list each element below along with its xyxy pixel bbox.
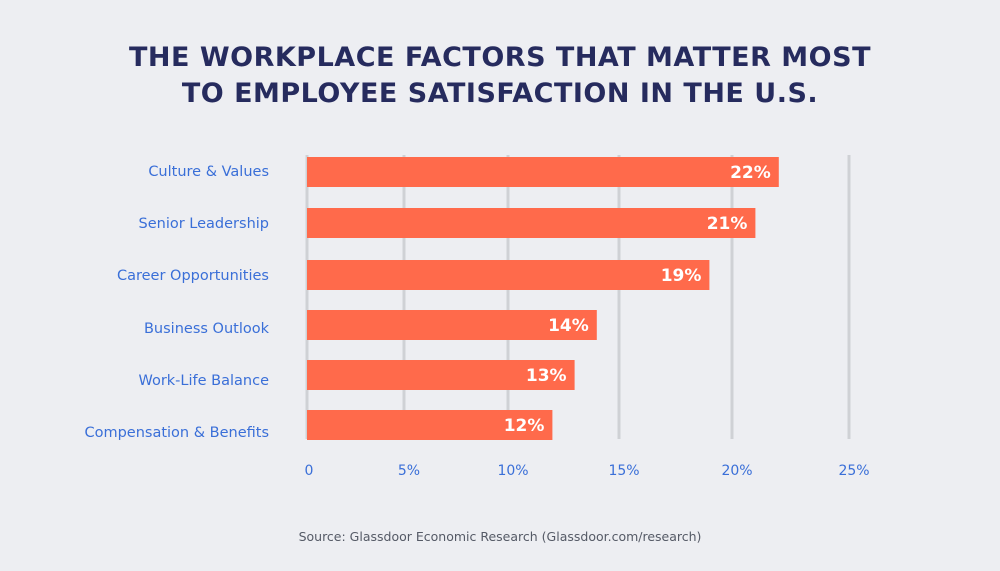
- bar: [307, 157, 779, 187]
- data-label: 21%: [707, 214, 748, 234]
- data-label: 13%: [526, 366, 567, 386]
- category-label: Work-Life Balance: [138, 373, 269, 389]
- x-tick-label: 0: [305, 463, 314, 479]
- data-label: 22%: [730, 163, 771, 183]
- x-tick-label: 10%: [497, 463, 528, 479]
- x-tick-label: 25%: [838, 463, 869, 479]
- category-label: Senior Leadership: [139, 216, 269, 232]
- bar: [307, 310, 597, 340]
- bar: [307, 260, 710, 290]
- x-tick-label: 5%: [398, 463, 420, 479]
- category-label: Career Opportunities: [117, 268, 269, 284]
- data-label: 12%: [504, 416, 545, 436]
- chart-title-line-1: THE WORKPLACE FACTORS THAT MATTER MOST: [129, 42, 871, 73]
- chart-title-line-2: TO EMPLOYEE SATISFACTION IN THE U.S.: [181, 78, 819, 109]
- bar: [307, 410, 553, 440]
- data-label: 19%: [661, 266, 702, 286]
- data-label: 14%: [548, 316, 589, 336]
- category-label: Business Outlook: [144, 321, 270, 337]
- source-note: Source: Glassdoor Economic Research (Gla…: [298, 529, 702, 544]
- category-label: Culture & Values: [148, 164, 269, 180]
- bar: [307, 360, 575, 390]
- x-tick-label: 15%: [608, 463, 639, 479]
- bar: [307, 208, 756, 238]
- category-label: Compensation & Benefits: [84, 425, 269, 441]
- x-tick-label: 20%: [721, 463, 752, 479]
